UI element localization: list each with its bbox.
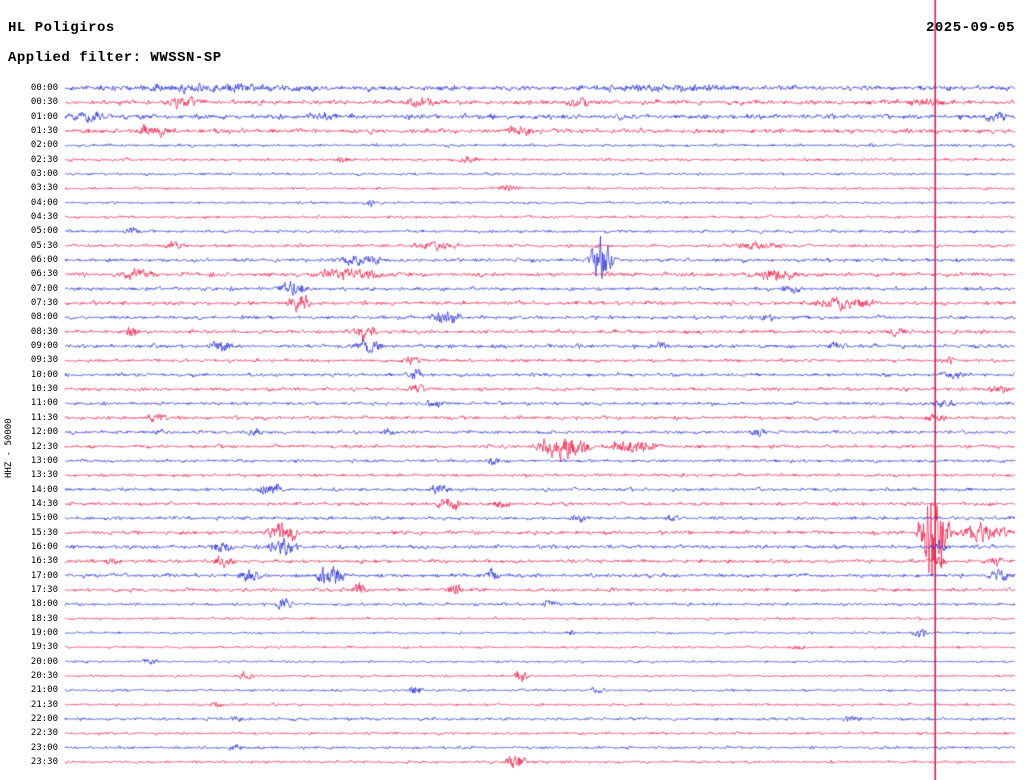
time-label: 22:30	[30, 728, 58, 739]
time-label: 19:30	[30, 642, 58, 653]
time-label: 15:30	[30, 527, 58, 538]
time-label: 01:30	[30, 126, 58, 137]
time-label: 08:30	[30, 326, 58, 337]
time-label: 17:30	[30, 584, 58, 595]
date-label: 2025-09-05	[925, 20, 1015, 36]
time-label: 04:30	[30, 212, 58, 223]
time-label: 10:30	[30, 384, 58, 395]
time-label: 23:30	[30, 756, 58, 767]
time-label: 13:30	[30, 470, 58, 481]
time-label: 23:00	[30, 742, 58, 753]
time-label: 01:00	[30, 111, 58, 122]
time-label: 18:00	[30, 599, 58, 610]
time-label: 07:30	[30, 298, 58, 309]
time-label: 03:30	[30, 183, 58, 194]
time-label: 10:00	[30, 369, 58, 380]
time-label: 11:00	[30, 398, 58, 409]
time-label: 14:00	[30, 484, 58, 495]
time-label: 12:00	[30, 427, 58, 438]
time-label: 15:00	[30, 513, 58, 524]
time-label: 16:30	[30, 556, 58, 567]
time-label: 02:00	[30, 140, 58, 151]
time-label: 11:30	[30, 412, 58, 423]
time-label: 08:00	[30, 312, 58, 323]
time-label: 18:30	[30, 613, 58, 624]
time-label: 20:00	[30, 656, 58, 667]
time-label: 03:00	[30, 169, 58, 180]
time-label: 21:30	[30, 699, 58, 710]
time-label: 21:00	[30, 685, 58, 696]
time-label: 00:30	[30, 97, 58, 108]
applied-filter-label: Applied filter: WWSSN-SP	[8, 50, 222, 66]
time-label: 12:30	[30, 441, 58, 452]
time-label: 02:30	[30, 154, 58, 165]
time-label: 05:00	[30, 226, 58, 237]
time-label: 06:30	[30, 269, 58, 280]
time-label: 13:00	[30, 455, 58, 466]
time-label: 04:00	[30, 197, 58, 208]
time-label: 16:00	[30, 541, 58, 552]
time-label: 22:00	[30, 713, 58, 724]
time-label: 05:30	[30, 240, 58, 251]
time-label: 09:30	[30, 355, 58, 366]
time-label: 09:00	[30, 341, 58, 352]
time-label: 19:00	[30, 627, 58, 638]
time-label: 06:00	[30, 255, 58, 266]
time-label: 17:00	[30, 570, 58, 581]
time-label: 07:00	[30, 283, 58, 294]
time-label: 00:00	[30, 83, 58, 93]
station-title: HL Poligiros	[8, 20, 115, 36]
time-label: 20:30	[30, 670, 58, 681]
time-label: 14:30	[30, 498, 58, 509]
